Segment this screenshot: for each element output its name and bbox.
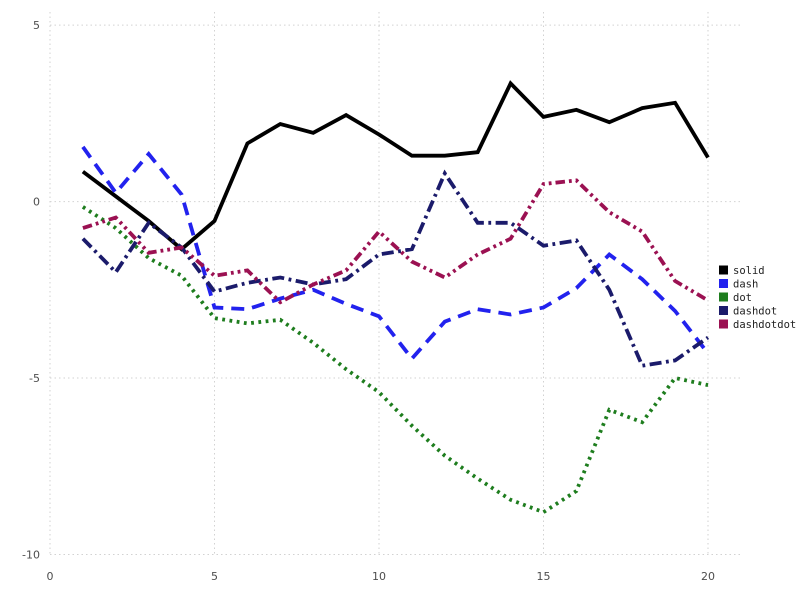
x-tick-label: 10	[372, 570, 386, 583]
legend-label-dashdotdot: dashdotdot	[733, 319, 796, 331]
axis-tick-labels: 5 0 -5 -10 0 5 10 15 20	[22, 19, 715, 583]
legend-item-dot: dot	[719, 292, 752, 304]
y-tick-label: 0	[33, 196, 40, 209]
gridlines	[49, 12, 742, 556]
series-line-dot	[81, 205, 709, 515]
legend-label-dashdot: dashdot	[733, 306, 777, 318]
y-tick-label: -10	[22, 549, 40, 562]
legend-label-dot: dot	[733, 292, 752, 304]
series-line-dashdotdot	[82, 178, 709, 305]
series-line-dashdot	[81, 169, 710, 368]
x-tick-label: 15	[537, 570, 551, 583]
legend-item-dashdot: dashdot	[719, 306, 777, 318]
legend-item-dashdotdot: dashdotdot	[719, 319, 796, 331]
legend-swatch-dash	[719, 279, 728, 288]
series-line-solid	[81, 80, 710, 252]
legend-label-solid: solid	[733, 265, 765, 277]
series-line-dash	[81, 145, 710, 362]
y-tick-label: -5	[29, 372, 40, 385]
x-tick-label: 0	[47, 570, 54, 583]
legend-swatch-dot	[719, 292, 728, 302]
x-tick-label: 20	[701, 570, 715, 583]
legend-item-solid: solid	[719, 265, 765, 277]
y-tick-label: 5	[33, 19, 40, 32]
x-tick-label: 5	[211, 570, 218, 583]
series-lines	[81, 80, 710, 515]
legend-label-dash: dash	[733, 279, 758, 291]
legend-swatch-dashdotdot	[719, 319, 728, 329]
legend-swatch-solid	[719, 265, 728, 275]
legend-item-dash: dash	[719, 279, 758, 291]
legend-swatch-dashdot	[719, 306, 728, 315]
